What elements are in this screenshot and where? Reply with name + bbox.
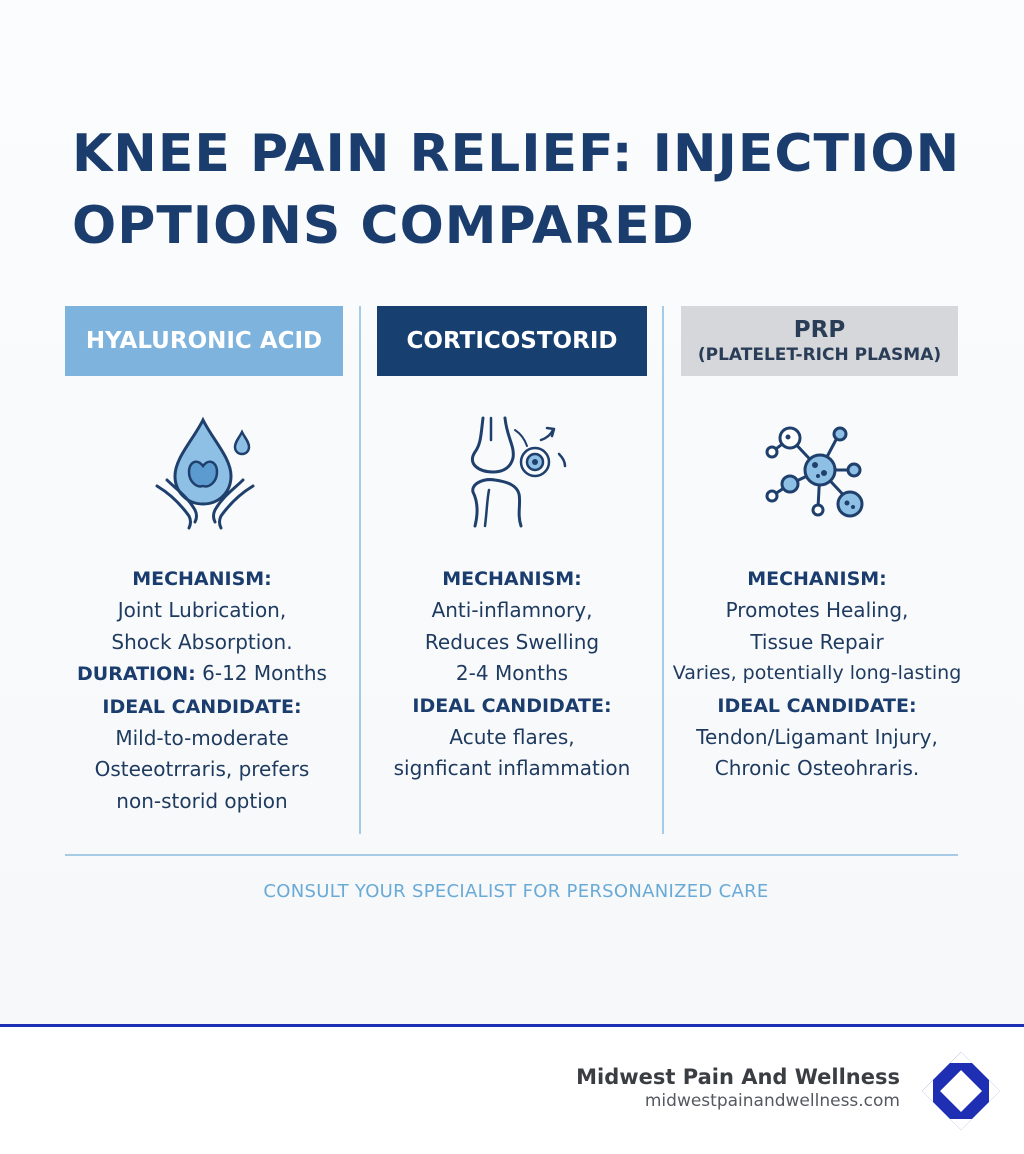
mechanism-line: Joint Lubrication, bbox=[117, 598, 287, 622]
page-title: KNEE PAIN RELIEF: INJECTION OPTIONS COMP… bbox=[72, 118, 972, 262]
title-line-1: KNEE PAIN RELIEF: INJECTION bbox=[72, 124, 961, 184]
water-drop-hands-icon bbox=[155, 416, 255, 530]
column-hyaluronic-acid-details: MECHANISM: Joint Lubrication, Shock Abso… bbox=[47, 563, 357, 817]
platelet-network-icon bbox=[765, 426, 864, 518]
consult-footnote: CONSULT YOUR SPECIALIST FOR PERSONANIZED… bbox=[263, 881, 769, 902]
header-label: CORTICOSTORID bbox=[406, 328, 618, 354]
mechanism-label: MECHANISM: bbox=[442, 568, 582, 590]
brand-name: Midwest Pain And Wellness bbox=[576, 1065, 900, 1089]
duration-value: Varies, potentially long-lasting bbox=[672, 662, 962, 684]
diamond-logo-icon bbox=[922, 1052, 1000, 1130]
candidate-label: IDEAL CANDIDATE: bbox=[412, 694, 612, 717]
candidate-line: signficant inflammation bbox=[393, 756, 631, 780]
mechanism-line: Tissue Repair bbox=[750, 629, 884, 654]
mechanism-label: MECHANISM: bbox=[132, 568, 272, 590]
mechanism-label: MECHANISM: bbox=[747, 568, 887, 590]
candidate-line: Chronic Osteohraris. bbox=[714, 756, 920, 780]
duration-row: DURATION: 6-12 Months bbox=[47, 658, 357, 691]
header-label: PRP bbox=[793, 317, 846, 343]
column-prp-details: MECHANISM: Promotes Healing, Tissue Repa… bbox=[661, 563, 973, 785]
candidate-line: Tendon/Ligamant Injury, bbox=[696, 724, 938, 749]
column-divider bbox=[662, 306, 664, 834]
horizontal-divider bbox=[65, 854, 958, 856]
candidate-line: Osteeotrraris, prefers bbox=[94, 757, 310, 781]
mechanism-line: Anti-inflamnory, bbox=[431, 598, 593, 622]
candidate-line: non-storid option bbox=[116, 788, 288, 813]
header-corticosteroid: CORTICOSTORID bbox=[377, 306, 647, 376]
header-label: HYALURONIC ACID bbox=[85, 328, 323, 354]
brand-rule bbox=[0, 1024, 1024, 1027]
duration-value: 2-4 Months bbox=[455, 661, 569, 685]
mechanism-line: Promotes Healing, bbox=[725, 598, 909, 622]
header-prp: PRP (PLATELET-RICH PLASMA) bbox=[681, 306, 958, 376]
candidate-label: IDEAL CANDIDATE: bbox=[717, 694, 917, 717]
candidate-line: Mild-to-moderate bbox=[115, 725, 289, 750]
knee-joint-inflammation-icon bbox=[470, 416, 567, 528]
duration-value: 6-12 Months bbox=[202, 661, 327, 685]
mechanism-line: Reduces Swelling bbox=[424, 629, 600, 654]
candidate-label: IDEAL CANDIDATE: bbox=[102, 695, 302, 718]
brand-url: midwestpainandwellness.com bbox=[644, 1091, 900, 1111]
infographic-page: KNEE PAIN RELIEF: INJECTION OPTIONS COMP… bbox=[0, 0, 1024, 1024]
duration-label: DURATION: bbox=[77, 663, 196, 685]
mechanism-line: Shock Absorption. bbox=[111, 629, 293, 654]
title-line-2: OPTIONS COMPARED bbox=[72, 196, 695, 256]
candidate-line: Acute flares, bbox=[449, 724, 575, 749]
header-hyaluronic-acid: HYALURONIC ACID bbox=[65, 306, 343, 376]
column-corticosteroid-details: MECHANISM: Anti-inflamnory, Reduces Swel… bbox=[357, 563, 667, 785]
column-divider bbox=[359, 306, 361, 834]
header-sublabel: (PLATELET-RICH PLASMA) bbox=[697, 345, 942, 365]
